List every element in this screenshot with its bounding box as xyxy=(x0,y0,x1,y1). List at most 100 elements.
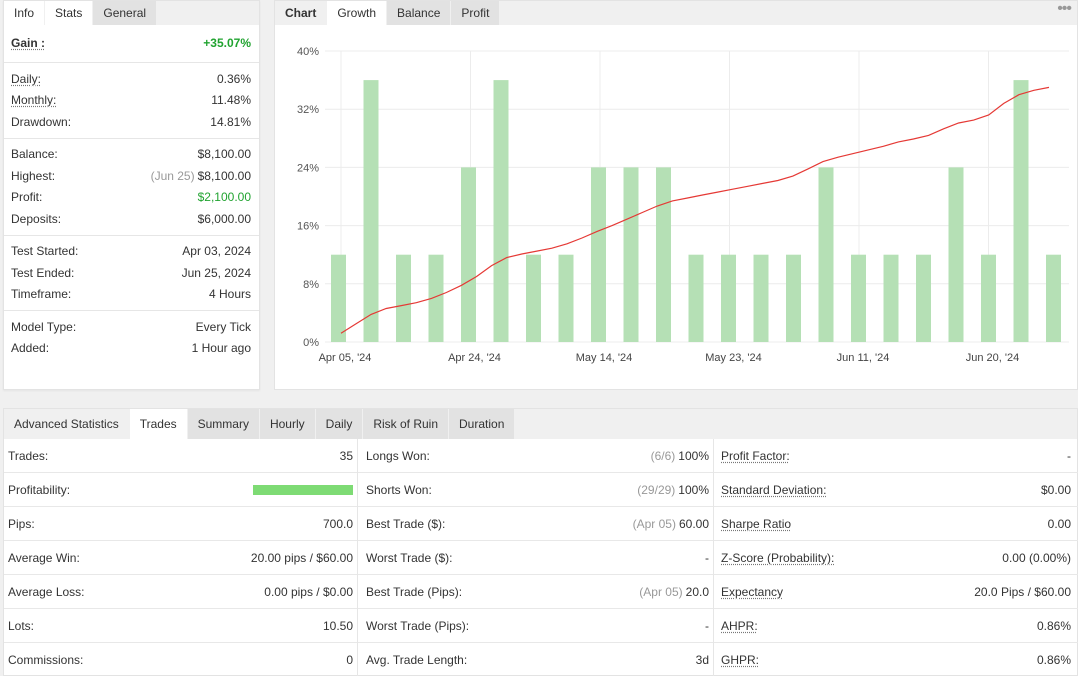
stat-label: Average Win: xyxy=(8,551,80,565)
tab-chart[interactable]: Chart xyxy=(275,1,327,25)
tab-info[interactable]: Info xyxy=(4,1,45,25)
tab-summary[interactable]: Summary xyxy=(188,409,260,439)
divider xyxy=(4,310,259,311)
tab-duration[interactable]: Duration xyxy=(449,409,515,439)
stat-row: Best Trade (Pips): (Apr 05) 20.0 xyxy=(358,575,713,609)
stat-label: Commissions: xyxy=(8,653,83,667)
stat-label[interactable]: Profit Factor: xyxy=(721,449,790,463)
x-tick-label: Apr 24, '24 xyxy=(448,352,501,364)
bar xyxy=(754,255,769,342)
stat-detail: (29/29) xyxy=(637,483,675,497)
stat-label[interactable]: GHPR: xyxy=(721,653,759,667)
stat-value-wrap: - xyxy=(702,551,709,565)
bar xyxy=(689,255,704,342)
tab-hourly[interactable]: Hourly xyxy=(260,409,316,439)
stat-value: - xyxy=(705,551,709,565)
stat-label[interactable]: Sharpe Ratio xyxy=(721,517,791,531)
stat-detail: (6/6) xyxy=(651,449,676,463)
stat-label: Longs Won: xyxy=(366,449,430,463)
stat-label[interactable]: Z-Score (Probability): xyxy=(721,551,834,565)
bar xyxy=(1014,80,1029,342)
stat-label: Average Loss: xyxy=(8,585,85,599)
bar xyxy=(591,167,606,342)
highest-date: (Jun 25) xyxy=(151,169,195,183)
info-tabs: Info Stats General xyxy=(4,1,259,25)
stat-row: GHPR: 0.86% xyxy=(714,643,1078,676)
bar xyxy=(461,167,476,342)
x-tick-label: May 14, '24 xyxy=(576,352,633,364)
stat-row: Profitability: xyxy=(4,473,357,507)
stat-value: - xyxy=(705,619,709,633)
stat-row: Average Loss: 0.00 pips / $0.00 xyxy=(4,575,357,609)
test-started-row: Test Started: Apr 03, 2024 xyxy=(11,241,251,263)
drawdown-label: Drawdown: xyxy=(11,115,71,129)
stat-value: 3d xyxy=(696,653,709,667)
stat-label[interactable]: AHPR: xyxy=(721,619,758,633)
bar xyxy=(1046,255,1061,342)
highest-label: Highest: xyxy=(11,169,55,183)
divider xyxy=(4,235,259,236)
tab-daily[interactable]: Daily xyxy=(316,409,364,439)
stat-value: 100% xyxy=(678,449,709,463)
stat-row: Average Win: 20.00 pips / $60.00 xyxy=(4,541,357,575)
stat-label: Worst Trade ($): xyxy=(366,551,452,565)
stat-label[interactable]: Standard Deviation: xyxy=(721,483,826,497)
stats-tabs: Advanced Statistics Trades Summary Hourl… xyxy=(4,409,1077,439)
tab-general[interactable]: General xyxy=(93,1,157,25)
stat-value: 20.0 Pips / $60.00 xyxy=(974,585,1071,599)
added-label: Added: xyxy=(11,341,49,355)
daily-label[interactable]: Daily: xyxy=(11,72,41,86)
stat-value: 20.0 xyxy=(686,585,709,599)
gain-label[interactable]: Gain : xyxy=(11,36,45,50)
deposits-value: $6,000.00 xyxy=(198,212,251,226)
stat-label: Lots: xyxy=(8,619,34,633)
balance-value: $8,100.00 xyxy=(198,147,251,161)
tab-trades[interactable]: Trades xyxy=(130,409,188,439)
stats-column-2: Longs Won: (6/6) 100% Shorts Won: (29/29) 10… xyxy=(358,439,714,676)
more-dots-icon[interactable]: ••• xyxy=(1057,2,1071,16)
bar xyxy=(851,255,866,342)
growth-chart: 0% 8% 16% 24% 32% 40% Apr 05, '24 Apr 24, '24 Ma… xyxy=(275,25,1077,389)
stat-value: 60.00 xyxy=(679,517,709,531)
bar xyxy=(786,255,801,342)
tab-growth[interactable]: Growth xyxy=(327,1,387,25)
stats-grid: Trades: 35 Profitability: Pips: 700.0 Aver… xyxy=(4,439,1077,676)
timeframe-label: Timeframe: xyxy=(11,287,71,301)
chart-panel: Chart Growth Balance Profit ••• 0% 8% 16% 2… xyxy=(274,0,1078,390)
tab-risk-of-ruin[interactable]: Risk of Ruin xyxy=(363,409,449,439)
drawdown-value: 14.81% xyxy=(210,115,251,129)
tab-stats[interactable]: Stats xyxy=(45,1,93,25)
monthly-label[interactable]: Monthly: xyxy=(11,93,56,107)
stat-row: Trades: 35 xyxy=(4,439,357,473)
stat-value: 0.86% xyxy=(1037,653,1071,667)
bar xyxy=(884,255,899,342)
x-tick-label: Jun 11, '24 xyxy=(837,352,890,364)
stat-row: Standard Deviation: $0.00 xyxy=(714,473,1078,507)
y-tick-label: 40% xyxy=(297,46,319,58)
tab-balance[interactable]: Balance xyxy=(387,1,451,25)
tab-profit[interactable]: Profit xyxy=(451,1,500,25)
divider xyxy=(4,138,259,139)
bar xyxy=(494,80,509,342)
stat-label[interactable]: Expectancy xyxy=(721,585,783,599)
y-tick-label: 0% xyxy=(303,337,319,349)
stat-row: Shorts Won: (29/29) 100% xyxy=(358,473,713,507)
drawdown-row: Drawdown: 14.81% xyxy=(11,111,251,133)
bar xyxy=(656,167,671,342)
stat-row: Longs Won: (6/6) 100% xyxy=(358,439,713,473)
advanced-statistics-panel: Advanced Statistics Trades Summary Hourl… xyxy=(3,408,1078,676)
stat-value: 0.00 xyxy=(1048,517,1071,531)
stat-row: Expectancy 20.0 Pips / $60.00 xyxy=(714,575,1078,609)
stat-value: 35 xyxy=(340,449,353,463)
tab-advanced-statistics: Advanced Statistics xyxy=(4,409,130,439)
bar xyxy=(624,167,639,342)
balance-row: Balance: $8,100.00 xyxy=(11,144,251,166)
highest-value-wrap: (Jun 25) $8,100.00 xyxy=(151,169,251,183)
test-started-label: Test Started: xyxy=(11,244,78,258)
bar xyxy=(949,167,964,342)
profit-label: Profit: xyxy=(11,190,42,204)
bar xyxy=(559,255,574,342)
stat-value: 0.00 pips / $0.00 xyxy=(264,585,353,599)
bar xyxy=(981,255,996,342)
stat-label: Pips: xyxy=(8,517,35,531)
